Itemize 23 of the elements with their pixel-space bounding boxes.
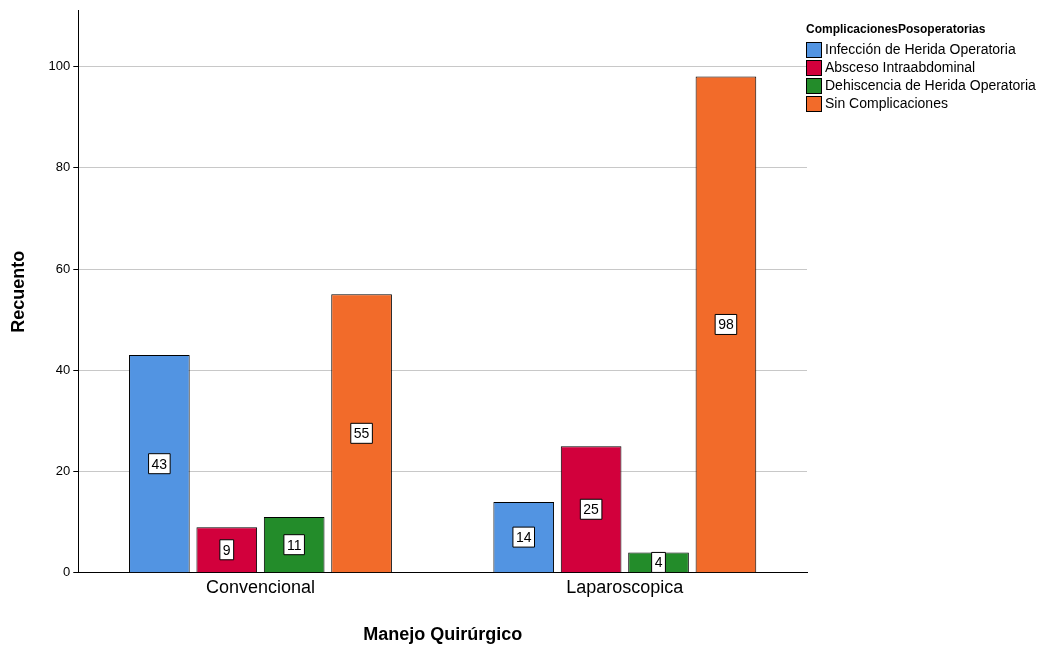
y-tick-label: 80 <box>55 159 71 175</box>
y-tick-label: 100 <box>48 58 71 74</box>
data-label: 11 <box>286 536 302 553</box>
legend-label: Infección de Herida Operatoria <box>825 41 1016 57</box>
data-label: 43 <box>151 455 168 472</box>
legend-label: Dehiscencia de Herida Operatoria <box>825 77 1036 93</box>
legend-title: ComplicacionesPosoperatorias <box>806 22 987 36</box>
data-label: 9 <box>222 541 231 558</box>
y-tick-label: 20 <box>55 463 71 479</box>
data-label: 14 <box>515 528 532 545</box>
legend-label: Sin Complicaciones <box>825 95 948 111</box>
legend-label: Absceso Intraabdominal <box>825 59 976 75</box>
data-label: 25 <box>583 501 600 518</box>
data-label: 98 <box>718 316 734 333</box>
y-axis-title: Recuento <box>7 250 28 333</box>
y-tick-label: 60 <box>55 260 71 276</box>
x-tick-label: Laparoscopica <box>566 576 685 597</box>
x-tick-label: Convencional <box>205 576 316 597</box>
y-tick-label: 0 <box>63 564 71 580</box>
data-label: 4 <box>654 554 663 571</box>
y-tick-label: 40 <box>55 361 71 377</box>
x-axis-title: Manejo Quirúrgico <box>363 624 523 645</box>
data-label: 55 <box>353 425 370 442</box>
